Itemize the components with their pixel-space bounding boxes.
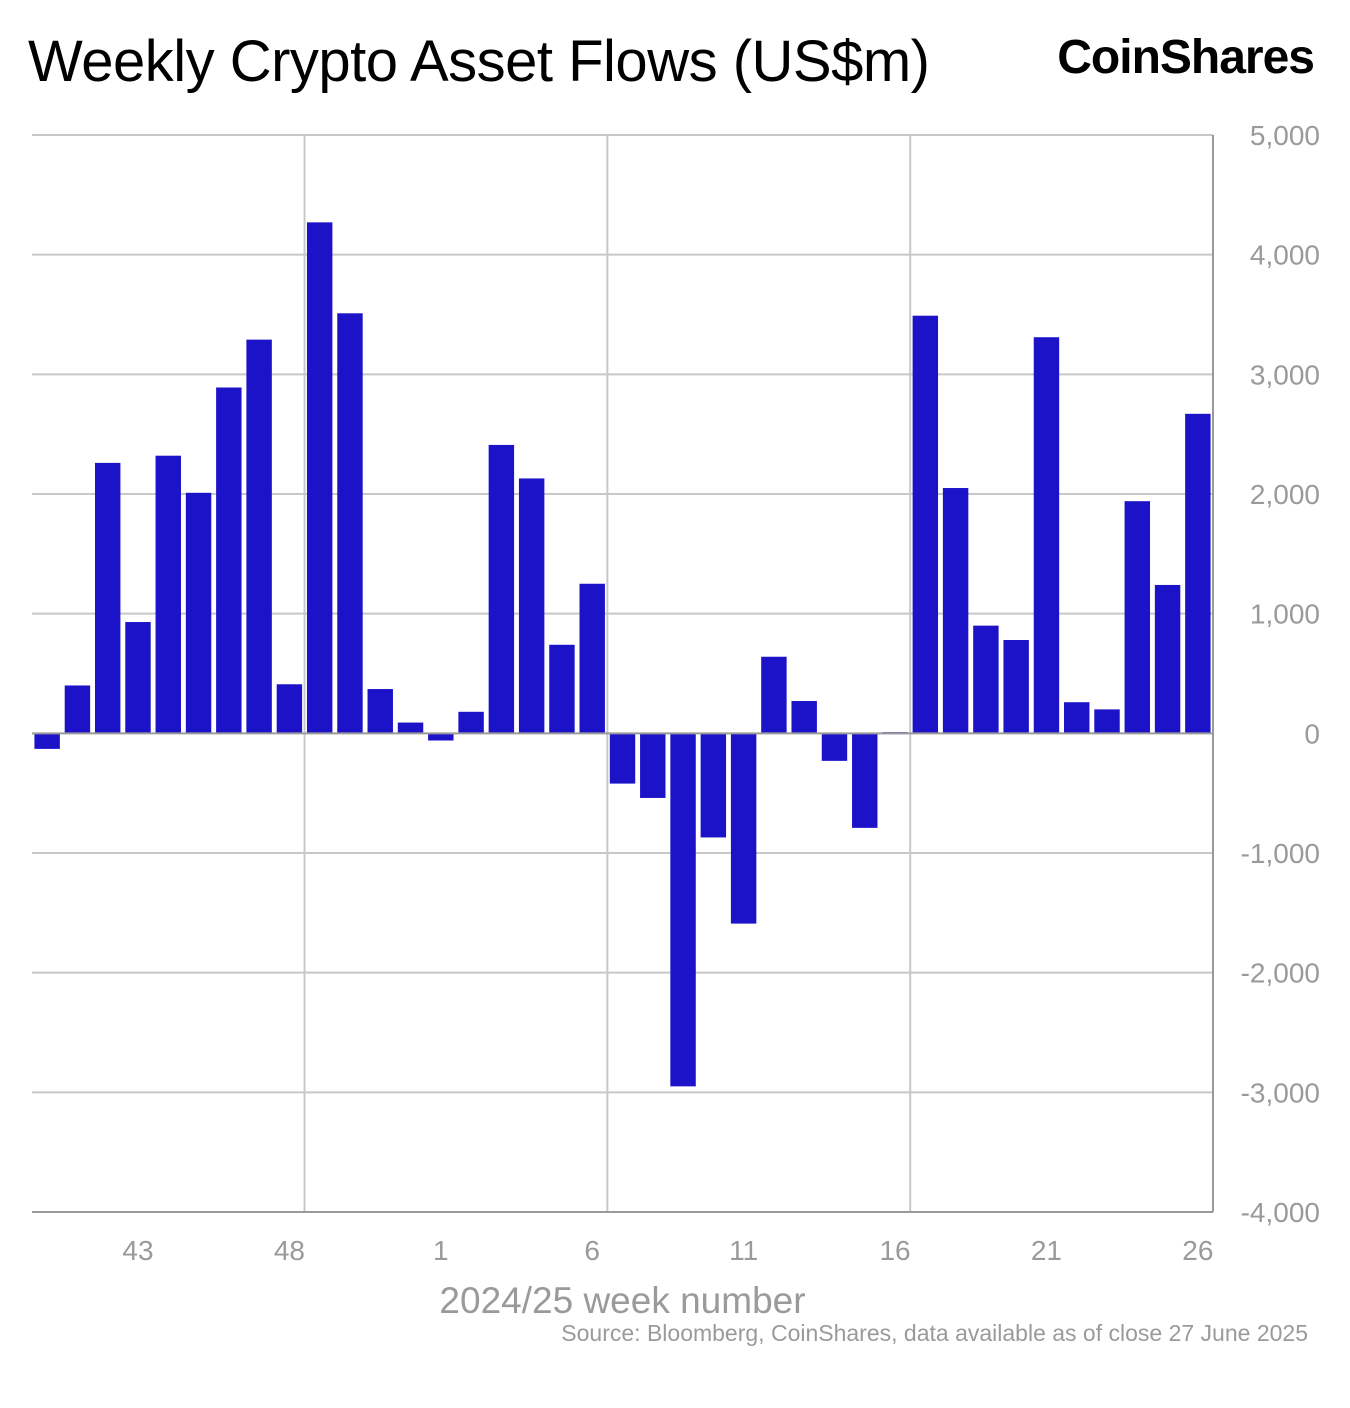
bar bbox=[125, 622, 151, 734]
bar bbox=[1185, 413, 1211, 734]
bar bbox=[367, 689, 393, 734]
y-tick-label: 1,000 bbox=[1250, 599, 1320, 630]
bar bbox=[609, 733, 636, 784]
bar bbox=[670, 733, 696, 1087]
source-note: Source: Bloomberg, CoinShares, data avai… bbox=[561, 1320, 1308, 1346]
x-tick-label: 48 bbox=[274, 1235, 305, 1266]
bar bbox=[640, 733, 666, 798]
bar bbox=[488, 444, 515, 734]
bar bbox=[1003, 639, 1029, 734]
bar bbox=[549, 644, 575, 734]
y-tick-labels: 5,000 4,000 3,000 2,000 1,000 0 -1,000 -2,000 -3… bbox=[1241, 120, 1320, 1228]
x-tick-label: 1 bbox=[433, 1235, 449, 1266]
bar bbox=[458, 711, 484, 734]
bar bbox=[94, 462, 121, 734]
bar bbox=[791, 701, 817, 734]
bar bbox=[973, 625, 999, 734]
y-tick-label: 5,000 bbox=[1250, 120, 1320, 151]
bar bbox=[276, 684, 303, 734]
bar bbox=[700, 733, 727, 838]
brand-logo: CoinShares bbox=[1057, 31, 1315, 84]
bar bbox=[216, 387, 242, 734]
bar bbox=[852, 733, 878, 828]
x-axis-label: 2024/25 week number bbox=[439, 1280, 806, 1321]
bar bbox=[942, 488, 969, 734]
bar bbox=[1124, 501, 1151, 734]
y-tick-label: -2,000 bbox=[1241, 958, 1320, 989]
chart-title: Weekly Crypto Asset Flows (US$m) bbox=[28, 29, 930, 94]
bar bbox=[155, 455, 181, 734]
x-tick-label: 43 bbox=[122, 1235, 153, 1266]
bar bbox=[761, 656, 787, 734]
bar bbox=[246, 339, 272, 734]
bar bbox=[428, 733, 454, 741]
y-tick-label: -3,000 bbox=[1241, 1077, 1320, 1108]
bar bbox=[1064, 702, 1090, 734]
bar bbox=[1094, 709, 1120, 734]
y-tick-label: 3,000 bbox=[1250, 359, 1320, 390]
x-tick-label: 6 bbox=[584, 1235, 600, 1266]
bar bbox=[306, 222, 333, 734]
axes bbox=[32, 135, 1214, 1213]
y-tick-label: 0 bbox=[1304, 718, 1320, 749]
y-tick-label: -4,000 bbox=[1241, 1197, 1320, 1228]
bar bbox=[337, 313, 363, 734]
x-tick-label: 11 bbox=[729, 1235, 758, 1266]
bar bbox=[397, 722, 424, 734]
bar bbox=[579, 583, 605, 734]
bar bbox=[185, 492, 212, 734]
y-tick-label: 2,000 bbox=[1250, 479, 1320, 510]
bar bbox=[730, 733, 757, 924]
bar bbox=[912, 315, 939, 734]
x-tick-label: 21 bbox=[1031, 1235, 1062, 1266]
x-tick-labels: 43 48 1 6 11 16 21 26 bbox=[122, 1235, 1213, 1266]
y-tick-label: 4,000 bbox=[1250, 240, 1320, 271]
x-tick-label: 26 bbox=[1182, 1235, 1213, 1266]
bar bbox=[518, 478, 545, 734]
y-tick-label: -1,000 bbox=[1241, 838, 1320, 869]
bar bbox=[64, 685, 91, 734]
bar bbox=[821, 733, 848, 761]
bars bbox=[34, 222, 1211, 1087]
bar bbox=[1033, 337, 1060, 734]
x-tick-label: 16 bbox=[879, 1235, 910, 1266]
bar bbox=[34, 733, 60, 749]
bar bbox=[1154, 584, 1181, 734]
